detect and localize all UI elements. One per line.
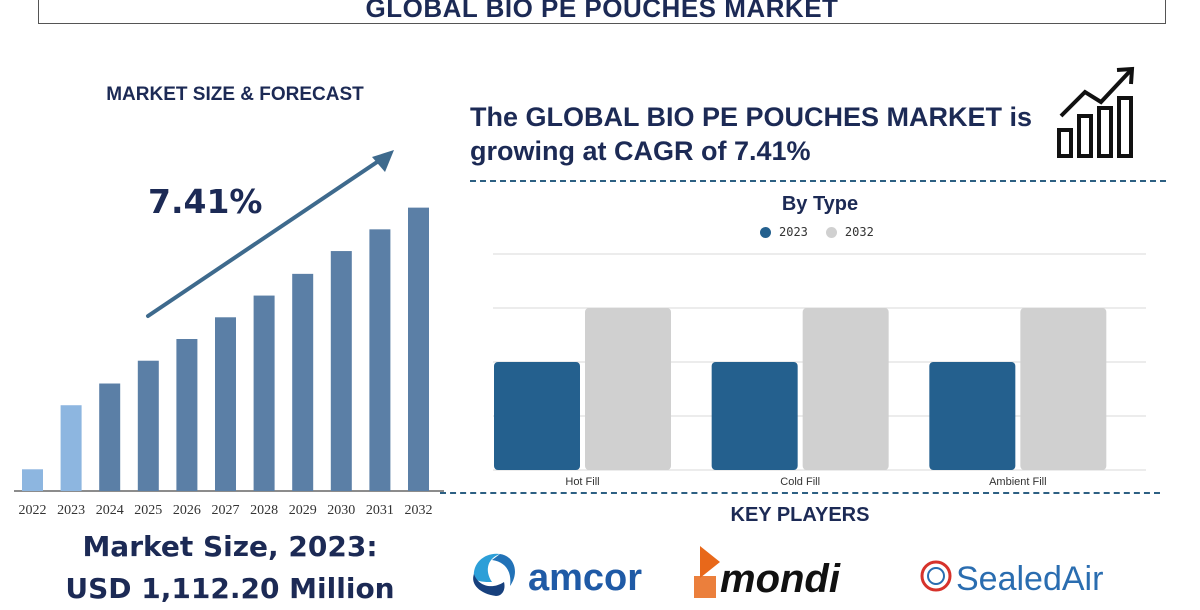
- market-size-label: Market Size, 2023:: [82, 530, 378, 563]
- cagr-headline: The GLOBAL BIO PE POUCHES MARKET is grow…: [470, 100, 1050, 168]
- forecast-bar-2032: [408, 207, 429, 491]
- forecast-tick-2031: 2031: [366, 503, 394, 518]
- forecast-bar-2028: [253, 295, 275, 491]
- legend-label-2032: 2032: [844, 225, 874, 239]
- bytype-bar-2023-1: [711, 362, 798, 470]
- divider-top: [470, 180, 1166, 182]
- amcor-logo: amcor: [473, 553, 642, 599]
- forecast-tick-2028: 2028: [250, 503, 278, 518]
- legend-item-2023: 2023: [760, 225, 808, 239]
- market-size-text: Market Size, 2023: USD 1,112.20 Million: [0, 526, 460, 610]
- bytype-tick-1: Cold Fill: [780, 476, 820, 488]
- amcor-logo-text: amcor: [528, 557, 642, 599]
- mondi-logo: mondi: [694, 546, 841, 600]
- forecast-tick-2026: 2026: [173, 503, 201, 518]
- forecast-bar-2029: [292, 273, 314, 491]
- bar-chart-growth-icon: [1057, 66, 1135, 158]
- forecast-bar-chart: 2022 2023 2024 2025 2026 2027 2028 2029 2030 2031…: [14, 150, 444, 518]
- cagr-annotation: 7.41%: [148, 182, 263, 221]
- chart-legend: 2023 2032: [760, 225, 874, 239]
- legend-item-2032: 2032: [825, 225, 874, 239]
- sealedair-logo: SealedAir: [920, 560, 1103, 598]
- by-type-title: By Type: [781, 193, 859, 215]
- mondi-logo-text: mondi: [720, 557, 841, 600]
- bytype-bar-2023-0: [494, 362, 580, 470]
- forecast-tick-2027: 2027: [212, 503, 240, 518]
- forecast-bar-2022: [22, 469, 43, 491]
- bytype-bar-2032-1: [802, 308, 889, 470]
- forecast-tick-2024: 2024: [96, 503, 124, 518]
- market-size-value: USD 1,112.20 Million: [65, 572, 395, 605]
- forecast-tick-2023: 2023: [57, 503, 85, 518]
- forecast-bar-2031: [369, 229, 391, 491]
- headline-line-2: growing at CAGR of 7.41%: [470, 136, 811, 166]
- bytype-tick-2: Ambient Fill: [989, 476, 1046, 488]
- legend-dot-2032: [825, 226, 837, 238]
- forecast-bar-2030: [330, 251, 352, 491]
- forecast-bar-2026: [176, 339, 198, 491]
- forecast-bar-2027: [215, 317, 236, 491]
- headline-line-1: The GLOBAL BIO PE POUCHES MARKET is: [470, 102, 1033, 132]
- bytype-bar-2032-2: [1020, 308, 1107, 470]
- bytype-bar-2023-2: [929, 362, 1016, 470]
- title-banner: GLOBAL BIO PE POUCHES MARKET: [38, 0, 1166, 24]
- forecast-bar-2023: [60, 405, 82, 491]
- legend-label-2023: 2023: [779, 225, 808, 239]
- forecast-tick-2029: 2029: [289, 503, 317, 518]
- forecast-tick-2022: 2022: [19, 503, 47, 518]
- forecast-bar-2025: [137, 360, 159, 491]
- forecast-bar-2024: [99, 383, 121, 491]
- by-type-bar-chart: Hot Fill Cold Fill Ambient Fill: [493, 253, 1146, 488]
- divider-bottom: [440, 492, 1160, 494]
- legend-dot-2023: [760, 226, 771, 238]
- growth-arrow-head: [372, 150, 394, 172]
- growth-arrow: [146, 156, 385, 318]
- bytype-tick-0: Hot Fill: [565, 476, 599, 488]
- page-title: GLOBAL BIO PE POUCHES MARKET: [365, 0, 839, 23]
- market-size-heading: MARKET SIZE & FORECAST: [106, 84, 364, 105]
- bytype-bar-2032-0: [585, 308, 671, 470]
- key-players-title: KEY PLAYERS: [730, 504, 870, 526]
- sealedair-logo-text: SealedAir: [956, 560, 1103, 598]
- forecast-tick-2030: 2030: [327, 503, 355, 518]
- forecast-tick-2025: 2025: [134, 503, 162, 518]
- forecast-tick-2032: 2032: [405, 503, 433, 518]
